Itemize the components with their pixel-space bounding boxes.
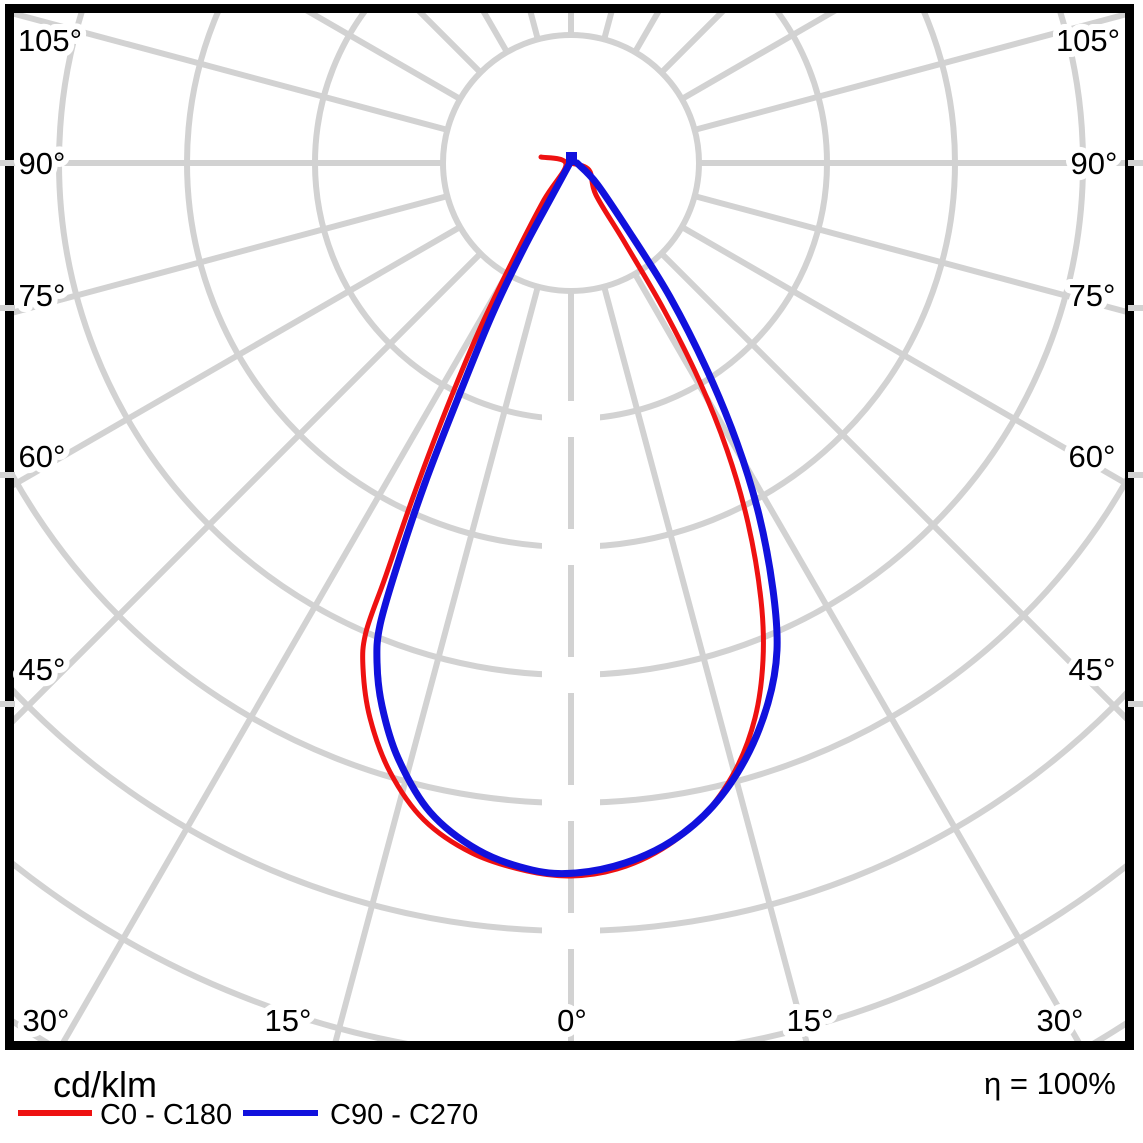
edge-ticks xyxy=(0,160,1143,707)
angle-tick-label: 90° xyxy=(1071,146,1118,181)
angle-tick-label: 90° xyxy=(19,146,66,181)
efficiency-label: η = 100% xyxy=(984,1066,1116,1101)
angle-tick-label: 45° xyxy=(19,652,66,687)
angle-tick-label: 45° xyxy=(1069,652,1116,687)
grid-spoke xyxy=(14,193,449,316)
grid-spoke xyxy=(693,193,1125,315)
plot-frame xyxy=(5,4,1134,1050)
curve-c90-c270 xyxy=(373,157,781,878)
radial-value-box xyxy=(542,913,600,949)
angle-tick-label: 75° xyxy=(1069,278,1116,313)
units-label: cd/klm xyxy=(53,1064,157,1105)
radial-value-box xyxy=(542,401,600,437)
intensity-curves xyxy=(360,152,781,879)
legend-label-c0-c180: C0 - C180 xyxy=(100,1099,232,1131)
grid-spoke xyxy=(693,13,1125,133)
angle-tick-label: 15° xyxy=(787,1003,834,1038)
radial-value-box xyxy=(542,785,600,821)
angle-tick-label: 15° xyxy=(265,1003,312,1038)
angle-tick-label: 30° xyxy=(1037,1003,1084,1038)
grid-spoke xyxy=(14,224,462,489)
angle-tick-label: 60° xyxy=(1069,439,1116,474)
angle-tick-label: 0° xyxy=(557,1003,587,1038)
curve-c90-c270-apex-dot xyxy=(566,152,577,165)
radial-value-box xyxy=(542,529,600,565)
grid-spoke xyxy=(332,285,541,1041)
angle-tick-label: 105° xyxy=(18,23,82,58)
angle-tick-label: 105° xyxy=(1056,23,1120,58)
angle-tick-label: 30° xyxy=(23,1003,70,1038)
radial-value-boxes xyxy=(542,401,600,949)
legend-label-c90-c270: C90 - C270 xyxy=(330,1099,478,1131)
grid-spoke xyxy=(60,272,510,1041)
grid-spoke xyxy=(601,285,810,1041)
grid-spoke xyxy=(14,13,449,133)
angle-tick-label: 75° xyxy=(19,278,66,313)
grid-spoke xyxy=(14,251,483,725)
grid-spoke xyxy=(659,251,1125,722)
angle-tick-label: 60° xyxy=(19,439,66,474)
radial-value-box xyxy=(542,657,600,693)
grid-spoke xyxy=(680,224,1125,487)
angle-tick-labels: 105° 90° 75° 60° 45° 30° 15° 0° 15° 30° 45° 60° 75° 9… xyxy=(12,17,1126,1044)
